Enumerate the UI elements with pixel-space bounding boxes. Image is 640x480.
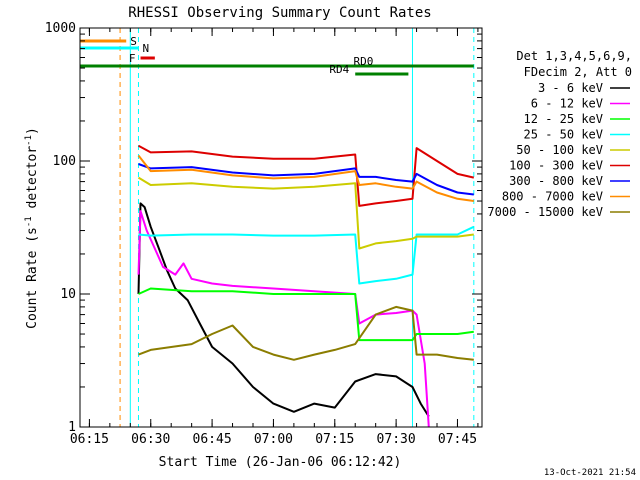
x-tick-label-1: 06:30 (131, 432, 170, 447)
series-line-4 (137, 176, 474, 250)
legend-label-3: 25 - 50 keV (524, 128, 603, 142)
legend-label-0: 3 - 6 keV (538, 81, 603, 95)
legend-label-6: 300 - 800 keV (509, 174, 603, 188)
flag-label-2: F (129, 52, 136, 65)
y-axis-label-close: ) (25, 127, 40, 135)
flag-label-1: N (142, 42, 149, 55)
legend-label-5: 100 - 300 keV (509, 159, 603, 173)
y-axis-label-superscript-2: -1 (24, 135, 34, 146)
x-tick-label-6: 07:45 (438, 432, 477, 447)
x-axis-ticks: 06:15 06:30 06:45 07:00 07:15 07:30 07:45 (70, 28, 479, 447)
series-line-7 (137, 154, 474, 202)
y-tick-label-0: 1 (68, 420, 76, 435)
y-axis-ticks: 1 10 100 1000 (45, 21, 482, 435)
flag-bars: SNF RD0 RD4 (80, 35, 474, 76)
footer-timestamp: 13-Oct-2021 21:54 (544, 468, 636, 478)
legend-label-4: 50 - 100 keV (516, 143, 603, 157)
flag-label-0: S (130, 35, 137, 48)
y-axis-label: Count Rate (s-1 detector-1) (24, 127, 40, 329)
y-axis-label-unit: detector (25, 146, 40, 217)
series-line-0 (137, 202, 430, 418)
y-tick-label-1: 10 (60, 287, 76, 302)
flag-label-4: RD4 (329, 63, 349, 76)
y-axis-label-superscript: -1 (24, 216, 34, 227)
series-line-6 (138, 163, 474, 196)
x-tick-label-0: 06:15 (70, 432, 109, 447)
series-line-5 (138, 144, 475, 207)
x-tick-label-4: 07:15 (315, 432, 354, 447)
y-tick-label-3: 1000 (45, 21, 76, 36)
series-line-3 (138, 225, 475, 285)
legend-label-8: 7000 - 15000 keV (487, 205, 603, 219)
legend-header-line-2: FDecim 2, Att 0 (524, 65, 632, 79)
chart-title: RHESSI Observing Summary Count Rates (128, 5, 431, 21)
x-tick-label-2: 06:45 (193, 432, 232, 447)
x-tick-label-3: 07:00 (254, 432, 293, 447)
legend-label-2: 12 - 25 keV (524, 112, 603, 126)
flag-label-3: RD0 (353, 55, 373, 68)
series-line-8 (138, 305, 474, 361)
series-line-2 (138, 287, 474, 342)
x-tick-label-5: 07:30 (377, 432, 416, 447)
plot-frame (79, 27, 483, 428)
x-axis-label: Start Time (26-Jan-06 06:12:42) (159, 455, 402, 470)
legend-header-line-1: Det 1,3,4,5,6,9, (516, 49, 632, 63)
legend-label-1: 6 - 12 keV (531, 97, 603, 111)
y-tick-label-2: 100 (53, 154, 76, 169)
legend-label-7: 800 - 7000 keV (502, 190, 603, 204)
series-group (137, 144, 475, 428)
legend: Det 1,3,4,5,6,9, FDecim 2, Att 0 3 - 6 k… (487, 49, 632, 219)
y-axis-label-main: Count Rate (s (25, 227, 40, 329)
